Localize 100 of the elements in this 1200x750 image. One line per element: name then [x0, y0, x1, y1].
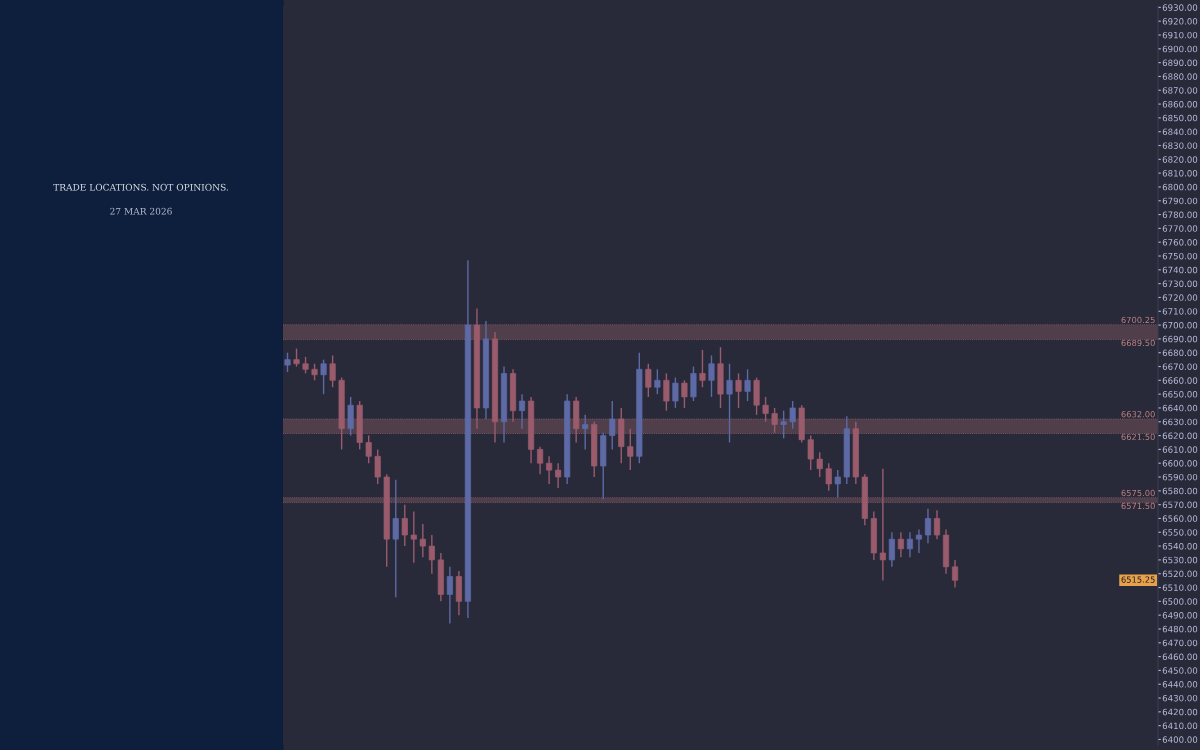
- y-tick-label: 6790.00: [1162, 197, 1198, 205]
- candlestick: [320, 358, 327, 395]
- candlestick: [374, 448, 381, 485]
- y-tick-label: 6480.00: [1162, 625, 1198, 633]
- y-tick-label: 6490.00: [1162, 612, 1198, 619]
- y-tick-label: 6470.00: [1162, 639, 1198, 647]
- y-tick-label: 6880.00: [1162, 73, 1198, 80]
- candlestick: [816, 451, 823, 478]
- candlestick: [726, 363, 733, 444]
- y-tick-label: 6930.00: [1162, 4, 1198, 11]
- y-tick-label: 6540.00: [1162, 542, 1198, 550]
- y-tick-label: 6510.00: [1162, 584, 1198, 591]
- y-tick-label: 6500.00: [1162, 598, 1198, 605]
- y-tick-label: 6690.00: [1162, 335, 1198, 343]
- candlestick: [681, 379, 688, 409]
- y-tick-label: 6410.00: [1162, 722, 1198, 730]
- y-tick-label: 6820.00: [1162, 156, 1198, 163]
- candlestick: [807, 434, 814, 471]
- y-tick-label: 6860.00: [1162, 100, 1198, 108]
- candlestick: [654, 368, 661, 395]
- candlestick: [897, 531, 904, 558]
- y-tick-label: 6890.00: [1162, 59, 1198, 67]
- y-tick-label: 6800.00: [1162, 183, 1198, 191]
- y-tick-label: 6750.00: [1162, 252, 1198, 260]
- ref-line-label: 6700.25: [1121, 316, 1155, 324]
- ref-line-label: 6571.50: [1121, 502, 1155, 510]
- candlestick: [446, 566, 453, 625]
- candlestick: [906, 531, 913, 558]
- candlestick: [825, 462, 832, 492]
- candlestick: [401, 503, 408, 547]
- y-tick-label: 6680.00: [1162, 349, 1198, 357]
- y-tick-label: 6460.00: [1162, 653, 1198, 660]
- y-tick-label: 6810.00: [1162, 170, 1198, 177]
- y-tick-label: 6420.00: [1162, 708, 1198, 716]
- candlestick: [347, 396, 354, 437]
- candlestick: [735, 372, 742, 409]
- y-tick-label: 6550.00: [1162, 529, 1198, 536]
- candlestick: [879, 468, 886, 582]
- y-tick-label: 6450.00: [1162, 667, 1198, 674]
- candlestick: [518, 393, 526, 430]
- y-tick-label: 6740.00: [1162, 266, 1198, 274]
- y-tick-label: 6560.00: [1162, 515, 1198, 522]
- y-tick-label: 6630.00: [1162, 418, 1198, 426]
- y-tick-label: 6570.00: [1162, 501, 1198, 509]
- candlestick: [789, 400, 796, 430]
- y-tick-label: 6900.00: [1162, 45, 1198, 53]
- y-tick-label: 6600.00: [1162, 460, 1198, 467]
- ref-line-label: 6621.50: [1121, 433, 1155, 440]
- y-tick-label: 6650.00: [1162, 391, 1198, 398]
- y-tick-label: 6590.00: [1162, 473, 1198, 481]
- candlestick: [708, 354, 715, 398]
- y-tick-label: 6770.00: [1162, 225, 1198, 232]
- y-tick-label: 6780.00: [1162, 211, 1198, 218]
- candlestick: [762, 396, 769, 423]
- y-tick-label: 6700.00: [1162, 321, 1198, 329]
- candlestick: [933, 509, 941, 540]
- y-tick-label: 6580.00: [1162, 487, 1198, 495]
- candlestick: [284, 352, 291, 373]
- text: 27 MAR 2026: [110, 207, 172, 215]
- candlestick: [771, 407, 778, 434]
- candlestick: [699, 349, 706, 388]
- y-tick-label: 6760.00: [1162, 239, 1198, 246]
- candlestick: [546, 455, 553, 485]
- candlestick: [555, 462, 562, 489]
- y-tick-label: 6430.00: [1162, 694, 1198, 702]
- candlestick: [834, 469, 841, 499]
- candlestick: [888, 531, 895, 568]
- y-tick-label: 6620.00: [1162, 432, 1198, 439]
- ref-line-label: 6575.00: [1121, 489, 1155, 497]
- candlestick: [410, 510, 417, 564]
- y-tick-label: 6710.00: [1162, 308, 1198, 315]
- candlestick: [915, 528, 923, 554]
- y-tick-label: 6670.00: [1162, 363, 1198, 370]
- candlestick: [582, 414, 589, 451]
- candlestick: [690, 365, 697, 402]
- y-tick-label: 6610.00: [1162, 446, 1198, 453]
- candlestick: [627, 427, 634, 471]
- y-tick-label: 6870.00: [1162, 87, 1198, 94]
- y-tick-label: 6520.00: [1162, 570, 1198, 578]
- annotation: 6515.25: [1121, 576, 1155, 583]
- y-tick-label: 6640.00: [1162, 404, 1198, 412]
- y-tick-label: 6440.00: [1162, 681, 1198, 688]
- y-tick-label: 6910.00: [1162, 31, 1198, 39]
- candlestick: [780, 410, 787, 440]
- candlestick: [365, 434, 372, 464]
- y-tick-label: 6400.00: [1162, 736, 1198, 743]
- y-tick-label: 6720.00: [1162, 294, 1198, 301]
- y-tick-label: 6920.00: [1162, 18, 1198, 25]
- candlestick: [537, 445, 544, 475]
- candlestick: [924, 508, 932, 545]
- candlestick: [645, 363, 652, 398]
- y-tick-label: 6530.00: [1162, 556, 1198, 564]
- text: TRADE LOCATIONS. NOT OPINIONS.: [53, 183, 228, 191]
- ref-line-label: 6632.00: [1121, 411, 1155, 418]
- candlestick: [744, 368, 751, 402]
- ref-line-label: 6689.50: [1121, 339, 1155, 347]
- candlestick: [329, 354, 336, 388]
- candlestick: [609, 400, 616, 451]
- candlestick: [392, 479, 399, 598]
- y-tick-label: 6660.00: [1162, 377, 1198, 384]
